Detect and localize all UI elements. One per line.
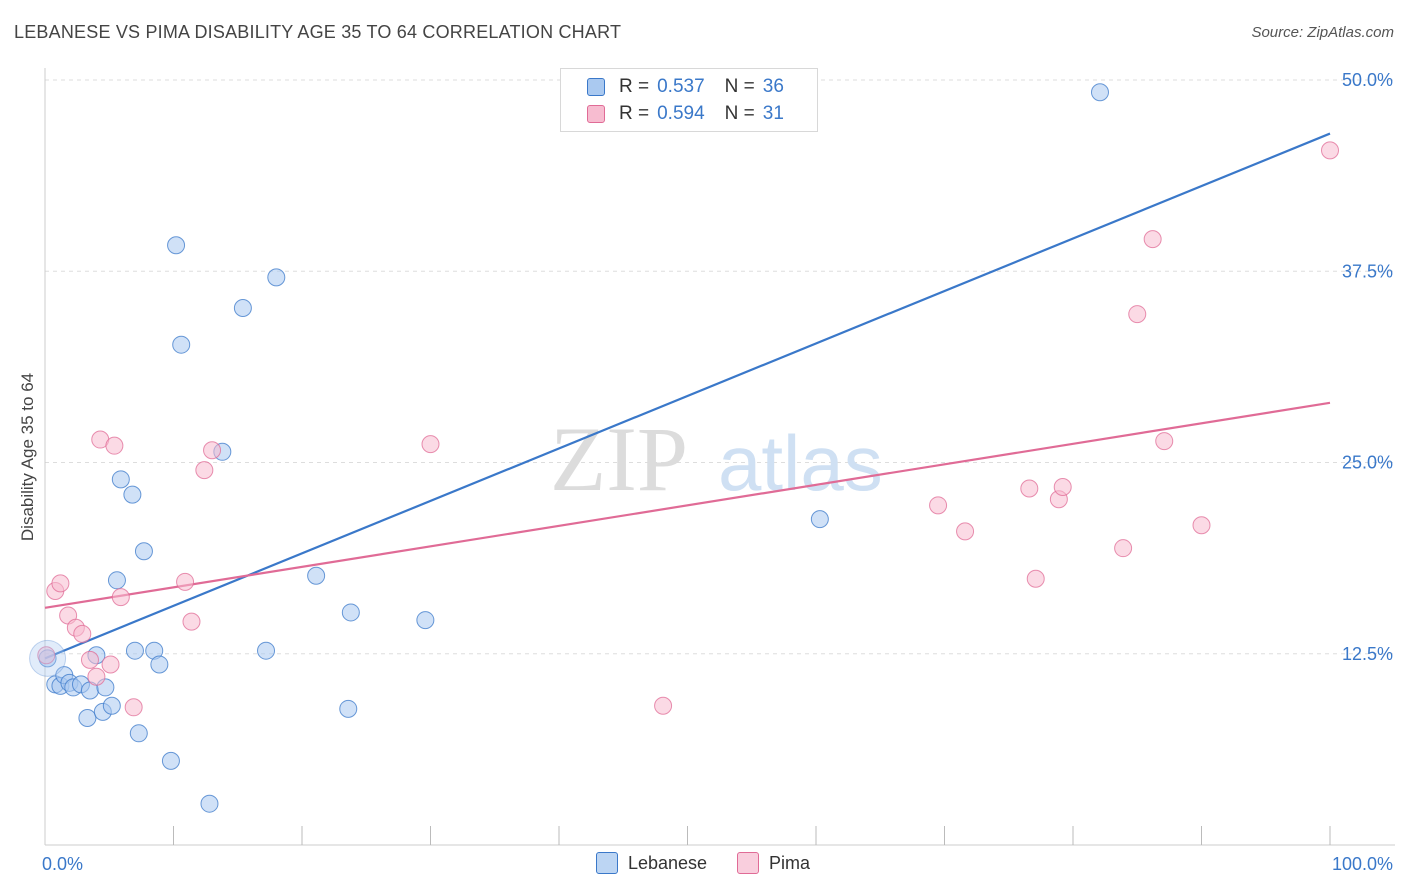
data-point bbox=[176, 572, 195, 591]
legend-label-pima: Pima bbox=[769, 852, 811, 873]
pima-swatch bbox=[587, 105, 605, 123]
lebanese-swatch bbox=[587, 78, 605, 96]
stats-row-pima: R = 0.594 N = 31 bbox=[587, 102, 784, 126]
legend-item-pima: Pima bbox=[737, 852, 810, 874]
data-point bbox=[107, 571, 126, 590]
r-label: R = bbox=[619, 76, 650, 97]
r-label: R = bbox=[619, 103, 650, 124]
tick-labels: 12.5% 25.0% 37.5% 50.0% 0.0% 100.0% bbox=[42, 70, 1393, 874]
data-point bbox=[654, 696, 673, 715]
watermark-atlas: atlas bbox=[718, 419, 883, 507]
r-value: 0.594 bbox=[657, 103, 705, 124]
data-point bbox=[341, 603, 360, 622]
data-point bbox=[1321, 141, 1339, 160]
n-label: N = bbox=[724, 103, 755, 124]
x-tick-label: 100.0% bbox=[1332, 854, 1393, 874]
data-point bbox=[810, 510, 829, 529]
n-label: N = bbox=[724, 76, 755, 97]
stats-row-lebanese: R = 0.537 N = 36 bbox=[587, 75, 784, 99]
data-point bbox=[1192, 516, 1211, 535]
data-point bbox=[87, 667, 106, 686]
grid-lines bbox=[45, 79, 1395, 655]
data-point bbox=[111, 470, 130, 489]
data-point bbox=[233, 298, 252, 317]
data-point bbox=[124, 698, 143, 717]
r-value: 0.537 bbox=[657, 76, 705, 97]
source-label: Source: ZipAtlas.com bbox=[1251, 24, 1394, 41]
n-value: 31 bbox=[762, 103, 784, 124]
data-point-cluster bbox=[29, 639, 67, 677]
y-tick-label: 12.5% bbox=[1342, 644, 1393, 664]
axes bbox=[44, 68, 1395, 846]
data-point bbox=[1026, 569, 1045, 588]
data-point bbox=[1090, 83, 1109, 102]
series-1-points bbox=[37, 141, 1339, 717]
n-value: 36 bbox=[762, 76, 784, 97]
data-point bbox=[80, 650, 99, 669]
data-point bbox=[125, 641, 144, 660]
data-point bbox=[37, 646, 56, 665]
y-tick-label: 37.5% bbox=[1342, 261, 1393, 281]
data-point bbox=[51, 574, 70, 593]
data-point bbox=[1053, 477, 1072, 496]
data-point bbox=[101, 655, 120, 674]
data-point bbox=[200, 794, 219, 813]
data-point bbox=[929, 496, 948, 515]
data-point bbox=[203, 441, 222, 460]
y-axis-title-group: Disability Age 35 to 64 bbox=[18, 373, 37, 541]
data-point bbox=[195, 461, 214, 480]
chart-title: LEBANESE VS PIMA DISABILITY AGE 35 TO 64… bbox=[14, 22, 622, 42]
x-tick-label: 0.0% bbox=[42, 854, 83, 874]
stats-legend: R = 0.537 N = 36 R = 0.594 N = 31 bbox=[560, 68, 818, 132]
data-point bbox=[1155, 432, 1174, 451]
y-tick-label: 50.0% bbox=[1342, 70, 1393, 90]
data-point bbox=[182, 612, 201, 631]
legend-label-lebanese: Lebanese bbox=[627, 852, 708, 873]
data-point bbox=[167, 236, 186, 255]
legend-item-lebanese: Lebanese bbox=[595, 852, 708, 874]
trend-lines bbox=[44, 132, 1331, 660]
data-point bbox=[150, 655, 169, 674]
data-points bbox=[29, 83, 1339, 813]
y-axis-title: Disability Age 35 to 64 bbox=[18, 373, 37, 541]
data-point bbox=[73, 624, 92, 643]
data-point bbox=[1143, 230, 1162, 249]
pima-legend-swatch bbox=[737, 852, 760, 874]
data-point bbox=[307, 566, 326, 585]
data-point bbox=[956, 522, 975, 541]
data-point bbox=[1020, 479, 1039, 498]
trend-line-0 bbox=[44, 132, 1331, 660]
data-point bbox=[339, 699, 358, 718]
data-point bbox=[102, 696, 121, 715]
watermark: ZIP atlas bbox=[550, 408, 883, 510]
lebanese-legend-swatch bbox=[595, 852, 618, 874]
data-point bbox=[78, 709, 97, 728]
data-point bbox=[421, 435, 440, 454]
data-point bbox=[416, 611, 435, 630]
data-point bbox=[172, 335, 191, 354]
data-point bbox=[134, 542, 153, 561]
data-point bbox=[257, 641, 276, 660]
data-point bbox=[123, 485, 142, 504]
data-point bbox=[105, 436, 124, 455]
data-point bbox=[129, 724, 148, 743]
trend-line-1 bbox=[44, 401, 1331, 609]
data-point bbox=[1128, 305, 1147, 324]
data-point bbox=[161, 751, 180, 770]
y-tick-label: 25.0% bbox=[1342, 453, 1393, 473]
series-legend: Lebanese Pima bbox=[0, 852, 1406, 874]
data-point bbox=[267, 268, 286, 287]
data-point bbox=[1114, 539, 1133, 558]
data-point bbox=[111, 588, 130, 607]
